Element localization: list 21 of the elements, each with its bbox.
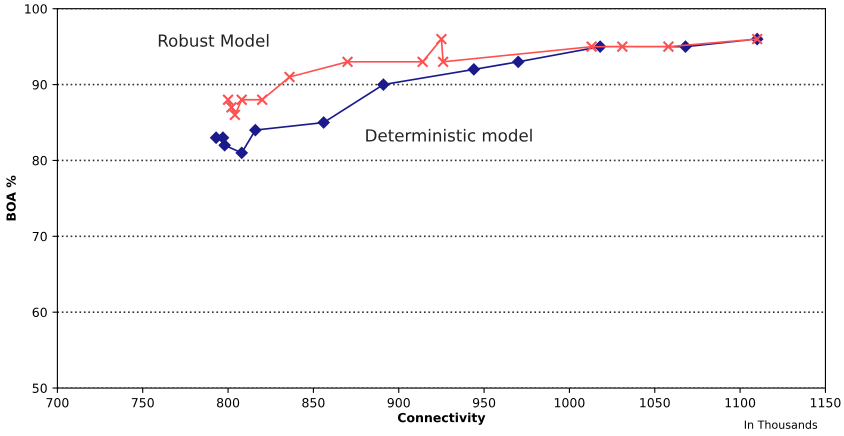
x-tick-label: 700 [46,398,68,408]
text: In Thousands [744,420,818,429]
y-tick-label: 90 [32,80,47,90]
y-tick-label: 60 [32,308,47,318]
x-tick-label: 1150 [810,398,841,408]
x-tick-label: 900 [388,398,410,408]
x-tick-label: 1000 [554,398,584,408]
y-tick-label: 70 [32,232,47,242]
y-tick-label: 80 [32,156,47,166]
x-axis-title: Connectivity [398,412,486,425]
x-tick-label: 850 [302,398,325,408]
x-tick-label: 950 [472,398,496,408]
y-axis-title: BOA % [6,176,16,220]
x-tick-label: 1100 [726,398,756,408]
x-tick-label: 800 [216,398,240,408]
series-label: Deterministic model [366,128,532,142]
x-tick-label: 1050 [640,398,670,408]
series-label: Robust Model [158,34,268,47]
x-tick-label: 750 [132,398,154,408]
y-tick-label: 50 [32,384,47,393]
y-tick-label: 100 [25,4,47,14]
